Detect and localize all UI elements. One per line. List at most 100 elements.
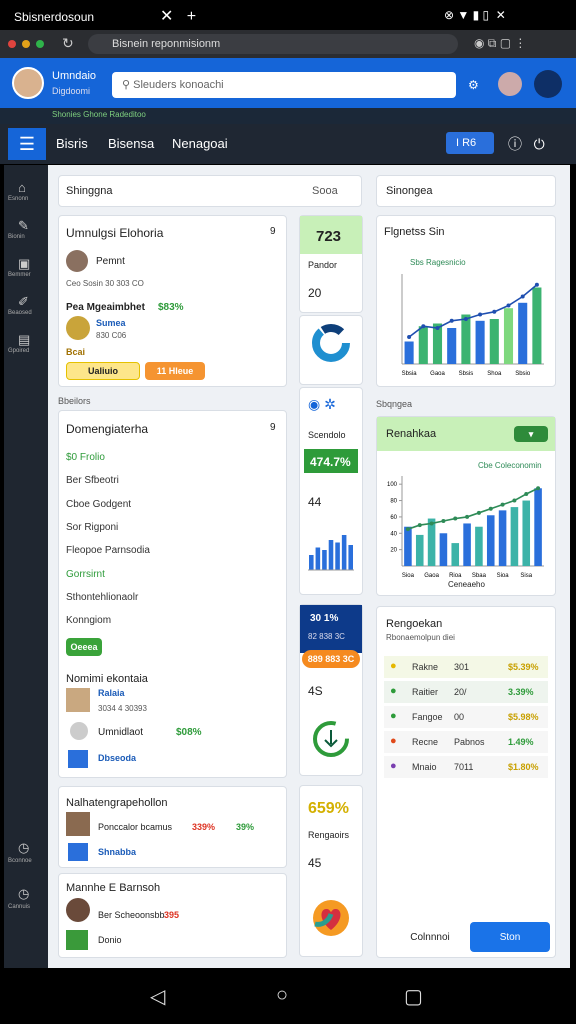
- tile-value: 474.7%: [310, 455, 351, 469]
- x-tick-label: Sbsis: [459, 371, 474, 377]
- dot: [8, 40, 16, 48]
- nav-back[interactable]: ◁: [150, 986, 166, 1008]
- trend-point: [524, 492, 529, 496]
- sidebar-icon: ⌂: [18, 180, 26, 195]
- x-tick-label: Sbsio: [515, 371, 531, 377]
- sub: Ceo Sosin 30 303 CO: [66, 279, 144, 288]
- menu-button[interactable]: [534, 70, 562, 98]
- list-row[interactable]: [384, 731, 548, 753]
- bar: [503, 308, 514, 364]
- button[interactable]: Colnnnoi: [410, 931, 450, 943]
- x-tick-label: Sioa: [402, 573, 415, 579]
- bar: [404, 526, 412, 566]
- tile-number: 44: [308, 495, 322, 509]
- x-tick-label: Sisa: [520, 573, 532, 579]
- nav-item[interactable]: Nenagoai: [172, 136, 228, 151]
- row-cell: Fangoe: [412, 712, 443, 722]
- hamburger[interactable]: ☰: [8, 128, 46, 160]
- bar: [418, 326, 428, 364]
- x-tick-label: Sbaa: [472, 573, 487, 579]
- chart-menu[interactable]: ▾: [514, 426, 548, 442]
- tag: Bcai: [66, 347, 86, 357]
- mini-bar: [348, 545, 353, 570]
- right-search[interactable]: [376, 175, 556, 207]
- row-cell: 00: [454, 712, 465, 722]
- button[interactable]: Ualiuio: [66, 362, 140, 380]
- status-icons: ⊗ ▼ ▮ ▯ ✕: [444, 8, 506, 22]
- item: Dbseoda: [98, 753, 137, 763]
- list-row[interactable]: [384, 706, 548, 728]
- x-tick-label: Gaoa: [430, 371, 445, 377]
- chart: Sbsia Gaoa Sbsis Shoa Sbsio: [401, 274, 544, 377]
- legend: Sbs Ragesnicio: [410, 258, 466, 267]
- card: [58, 215, 287, 387]
- trend-line: [408, 284, 538, 338]
- trend-point: [435, 326, 440, 330]
- person: Ralaia: [98, 688, 125, 698]
- card-title: Mannhe E Barnsoh: [66, 882, 161, 894]
- badge-box[interactable]: [446, 132, 494, 154]
- bar: [489, 319, 499, 364]
- value: 395: [164, 910, 180, 920]
- url: Bisnein reponmisionm: [112, 38, 221, 50]
- right-search-text: Sinongea: [386, 185, 433, 197]
- search-box[interactable]: [112, 72, 456, 98]
- heart-icon: [313, 900, 349, 936]
- y-tick-label: 100: [387, 482, 398, 488]
- list-row[interactable]: [384, 756, 548, 778]
- list-row[interactable]: [384, 656, 548, 678]
- filter-dropdown[interactable]: Sooa: [312, 185, 338, 197]
- button[interactable]: Oeeea: [66, 638, 102, 656]
- row-cell: 301: [454, 662, 470, 672]
- trend-point: [488, 506, 493, 511]
- url-box[interactable]: [88, 34, 458, 54]
- dot: [22, 40, 30, 48]
- badge: I R6: [456, 137, 477, 149]
- bar: [451, 543, 460, 566]
- button[interactable]: 11 Hleue: [145, 362, 205, 380]
- user-name: Umndaio: [52, 70, 97, 82]
- x-tick-label: Sioa: [497, 573, 510, 579]
- row-icon: ●: [390, 735, 397, 747]
- sidebar-icon: ▤: [18, 332, 31, 347]
- bar: [486, 515, 495, 566]
- bar: [498, 510, 507, 566]
- donut-icon: [312, 324, 350, 362]
- dot: [36, 40, 44, 48]
- trend-point: [500, 502, 505, 507]
- x-tick-label: Rioa: [449, 573, 462, 579]
- mini-bar: [322, 550, 327, 570]
- person: Pemnt: [96, 256, 125, 267]
- field: Cboe Godgent: [66, 498, 132, 510]
- sidebar-icon: ✎: [18, 218, 29, 233]
- filter-bar: [58, 175, 362, 207]
- item: Donio: [98, 935, 122, 945]
- nav-home[interactable]: ○: [276, 984, 289, 1006]
- card-title: Domengiaterha: [66, 422, 149, 436]
- x-tick-label: Gaoa: [424, 573, 439, 579]
- x-tick-label: Sbsia: [402, 371, 418, 377]
- close-tab[interactable]: ✕ +: [160, 8, 197, 25]
- tile-value: 30 1%: [310, 613, 339, 624]
- chart: 20 40 60 80 100 Sioa Gaoa Rioa Sbaa Sioa Sisa: [387, 476, 544, 579]
- bar: [532, 287, 542, 364]
- row-icon: ●: [390, 685, 397, 697]
- row-cell: $1.80%: [508, 762, 539, 772]
- list-row[interactable]: [384, 681, 548, 703]
- bar: [510, 507, 519, 566]
- button[interactable]: Ston: [470, 922, 550, 952]
- bar: [439, 533, 448, 566]
- sidebar-icon: ▣: [18, 256, 31, 271]
- nav-item[interactable]: Bisensa: [108, 136, 155, 151]
- card-title: Nalhatengrapehollon: [66, 797, 168, 809]
- reload[interactable]: ↻: [62, 35, 74, 51]
- tile-number: 45: [308, 856, 322, 870]
- row-cell: $5.39%: [508, 662, 539, 672]
- nav-recent[interactable]: ▢: [404, 986, 423, 1008]
- x-tick-label: Shoa: [487, 371, 502, 377]
- progress-icon: [313, 721, 349, 757]
- bar: [475, 526, 483, 566]
- mini-bar: [335, 542, 340, 570]
- nav-item[interactable]: Bisris: [56, 136, 88, 151]
- settings-icon[interactable]: ⚙: [468, 78, 479, 92]
